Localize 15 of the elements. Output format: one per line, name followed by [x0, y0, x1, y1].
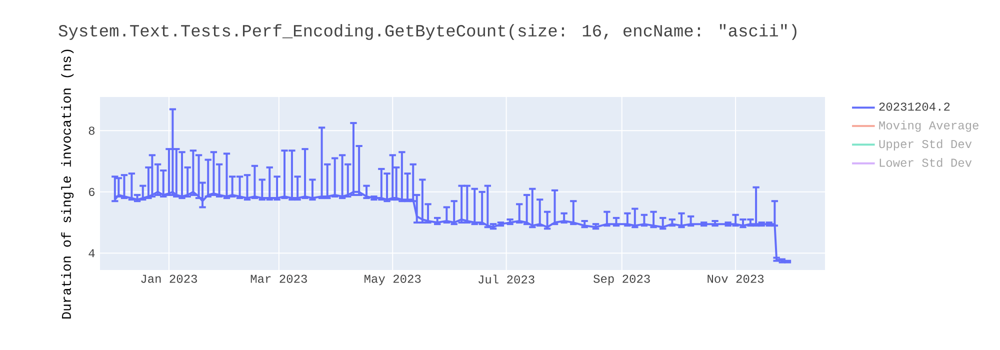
- legend-label: 20231204.2: [879, 102, 950, 111]
- chart-title: System.Text.Tests.Perf_Encoding.GetByteCount(size: 16, encName: "ascii"): [58, 24, 796, 40]
- x-tick-label: Mar 2023: [250, 274, 307, 283]
- y-tick-label: 8: [88, 126, 95, 135]
- x-tick-label: Nov 2023: [708, 274, 764, 283]
- legend-label: Moving Average: [879, 120, 978, 132]
- y-tick-label: 6: [88, 188, 95, 196]
- x-tick-label: Jan 2023: [141, 274, 197, 283]
- x-tick-label: Jul 2023: [478, 274, 534, 284]
- y-tick-label: 4: [88, 249, 95, 258]
- legend-label: Upper Std Dev: [879, 139, 972, 151]
- x-tick-label: May 2023: [364, 274, 421, 286]
- y-axis-title: Duration of single invocation (ns): [61, 50, 74, 318]
- legend-label: Lower Std Dev: [880, 158, 972, 167]
- x-tick-label: Sep 2023: [594, 274, 650, 286]
